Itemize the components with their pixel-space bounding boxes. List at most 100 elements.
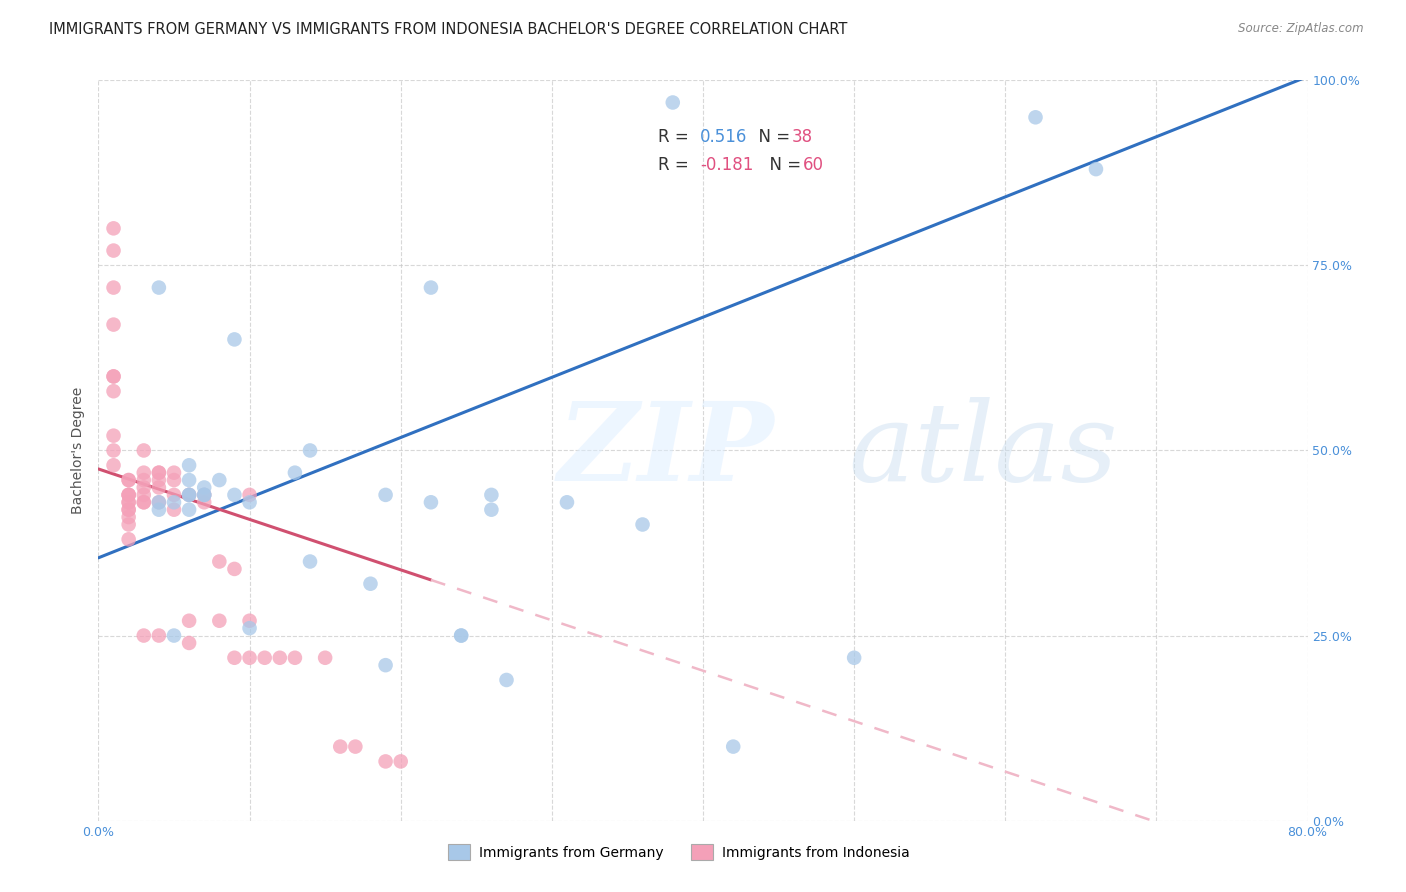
Point — [118, 473, 141, 487]
Point — [481, 488, 503, 502]
Point — [284, 650, 307, 665]
Point — [495, 673, 517, 687]
Point — [193, 495, 215, 509]
Point — [103, 369, 125, 384]
Point — [224, 332, 246, 346]
Point — [163, 473, 186, 487]
Point — [179, 488, 201, 502]
Text: 0.516: 0.516 — [700, 128, 748, 145]
Point — [163, 502, 186, 516]
Text: Source: ZipAtlas.com: Source: ZipAtlas.com — [1239, 22, 1364, 36]
Point — [239, 488, 262, 502]
Point — [284, 466, 307, 480]
Text: R =: R = — [658, 156, 695, 174]
Point — [132, 473, 155, 487]
Text: 38: 38 — [792, 128, 813, 145]
Point — [132, 480, 155, 494]
Text: N =: N = — [759, 156, 807, 174]
Point — [148, 466, 170, 480]
Point — [118, 488, 141, 502]
Point — [148, 473, 170, 487]
Point — [299, 443, 322, 458]
Point — [148, 466, 170, 480]
Point — [208, 614, 231, 628]
Point — [118, 473, 141, 487]
Point — [163, 466, 186, 480]
Point — [179, 502, 201, 516]
Point — [344, 739, 367, 754]
Point — [450, 628, 472, 642]
Point — [179, 488, 201, 502]
Point — [132, 488, 155, 502]
Point — [163, 488, 186, 502]
Point — [239, 621, 262, 635]
Point — [132, 443, 155, 458]
Point — [132, 495, 155, 509]
Point — [163, 628, 186, 642]
Point — [103, 443, 125, 458]
Point — [132, 495, 155, 509]
Point — [103, 458, 125, 473]
Point — [132, 628, 155, 642]
Point — [118, 517, 141, 532]
Point — [132, 466, 155, 480]
Point — [239, 495, 262, 509]
Point — [360, 576, 382, 591]
Point — [148, 495, 170, 509]
Text: N =: N = — [748, 128, 796, 145]
Point — [329, 739, 352, 754]
Point — [224, 562, 246, 576]
Point — [179, 488, 201, 502]
Point — [103, 244, 125, 258]
Point — [148, 628, 170, 642]
Point — [239, 614, 262, 628]
Point — [374, 658, 396, 673]
Point — [118, 495, 141, 509]
Point — [723, 739, 745, 754]
Point — [555, 495, 578, 509]
Point — [103, 384, 125, 399]
Point — [253, 650, 276, 665]
Legend: Immigrants from Germany, Immigrants from Indonesia: Immigrants from Germany, Immigrants from… — [443, 838, 915, 865]
Point — [179, 636, 201, 650]
Point — [269, 650, 291, 665]
Point — [208, 473, 231, 487]
Point — [118, 488, 141, 502]
Point — [374, 755, 396, 769]
Point — [314, 650, 336, 665]
Point — [193, 488, 215, 502]
Text: ZIP: ZIP — [558, 397, 775, 504]
Point — [118, 533, 141, 547]
Text: IMMIGRANTS FROM GERMANY VS IMMIGRANTS FROM INDONESIA BACHELOR'S DEGREE CORRELATI: IMMIGRANTS FROM GERMANY VS IMMIGRANTS FR… — [49, 22, 848, 37]
Point — [299, 555, 322, 569]
Text: atlas: atlas — [848, 397, 1118, 504]
Point — [179, 458, 201, 473]
Point — [389, 755, 412, 769]
Point — [481, 502, 503, 516]
Point — [193, 488, 215, 502]
Point — [179, 614, 201, 628]
Point — [224, 650, 246, 665]
Point — [118, 495, 141, 509]
Point — [118, 488, 141, 502]
Point — [420, 280, 443, 294]
Point — [374, 488, 396, 502]
Point — [118, 510, 141, 524]
Point — [450, 628, 472, 642]
Point — [193, 488, 215, 502]
Point — [103, 280, 125, 294]
Point — [844, 650, 866, 665]
Point — [631, 517, 654, 532]
Point — [179, 473, 201, 487]
Text: -0.181: -0.181 — [700, 156, 754, 174]
Point — [208, 555, 231, 569]
Y-axis label: Bachelor's Degree: Bachelor's Degree — [72, 387, 86, 514]
Point — [661, 95, 683, 110]
Point — [103, 221, 125, 235]
Point — [103, 318, 125, 332]
Point — [193, 480, 215, 494]
Point — [239, 650, 262, 665]
Point — [1024, 111, 1046, 125]
Point — [163, 495, 186, 509]
Point — [103, 428, 125, 442]
